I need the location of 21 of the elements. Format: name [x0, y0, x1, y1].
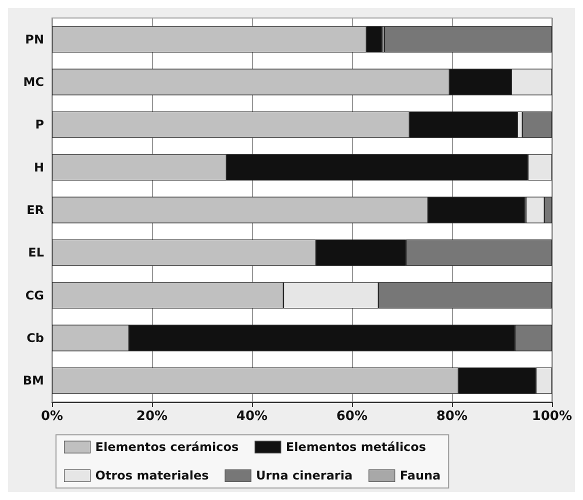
legend-label: Elementos metálicos — [286, 440, 426, 454]
x-tick-label: 40% — [236, 409, 268, 424]
y-tick-label: CG — [25, 288, 44, 302]
y-tick-label: EL — [28, 246, 44, 260]
x-tick-label: 100% — [532, 409, 572, 424]
bar — [384, 26, 552, 53]
x-tick-label: 60% — [336, 409, 368, 424]
y-tick-label: BM — [22, 374, 44, 388]
legend-label: Urna cineraria — [256, 468, 353, 483]
legend-label: Otros materiales — [95, 468, 209, 483]
y-tick-label: PN — [25, 32, 44, 46]
x-tick-label: 20% — [136, 409, 168, 424]
y-tick-label: Cb — [26, 331, 44, 345]
y-tick-label: ER — [26, 203, 44, 217]
x-tick-label: 80% — [436, 409, 468, 424]
legend-label: Elementos cerámicos — [95, 440, 239, 454]
x-tick-label: 0% — [40, 409, 64, 424]
legend-label: Fauna — [400, 468, 441, 483]
y-tick-label: P — [35, 118, 44, 132]
y-tick-label: H — [34, 160, 44, 174]
y-tick-label: MC — [23, 75, 44, 89]
